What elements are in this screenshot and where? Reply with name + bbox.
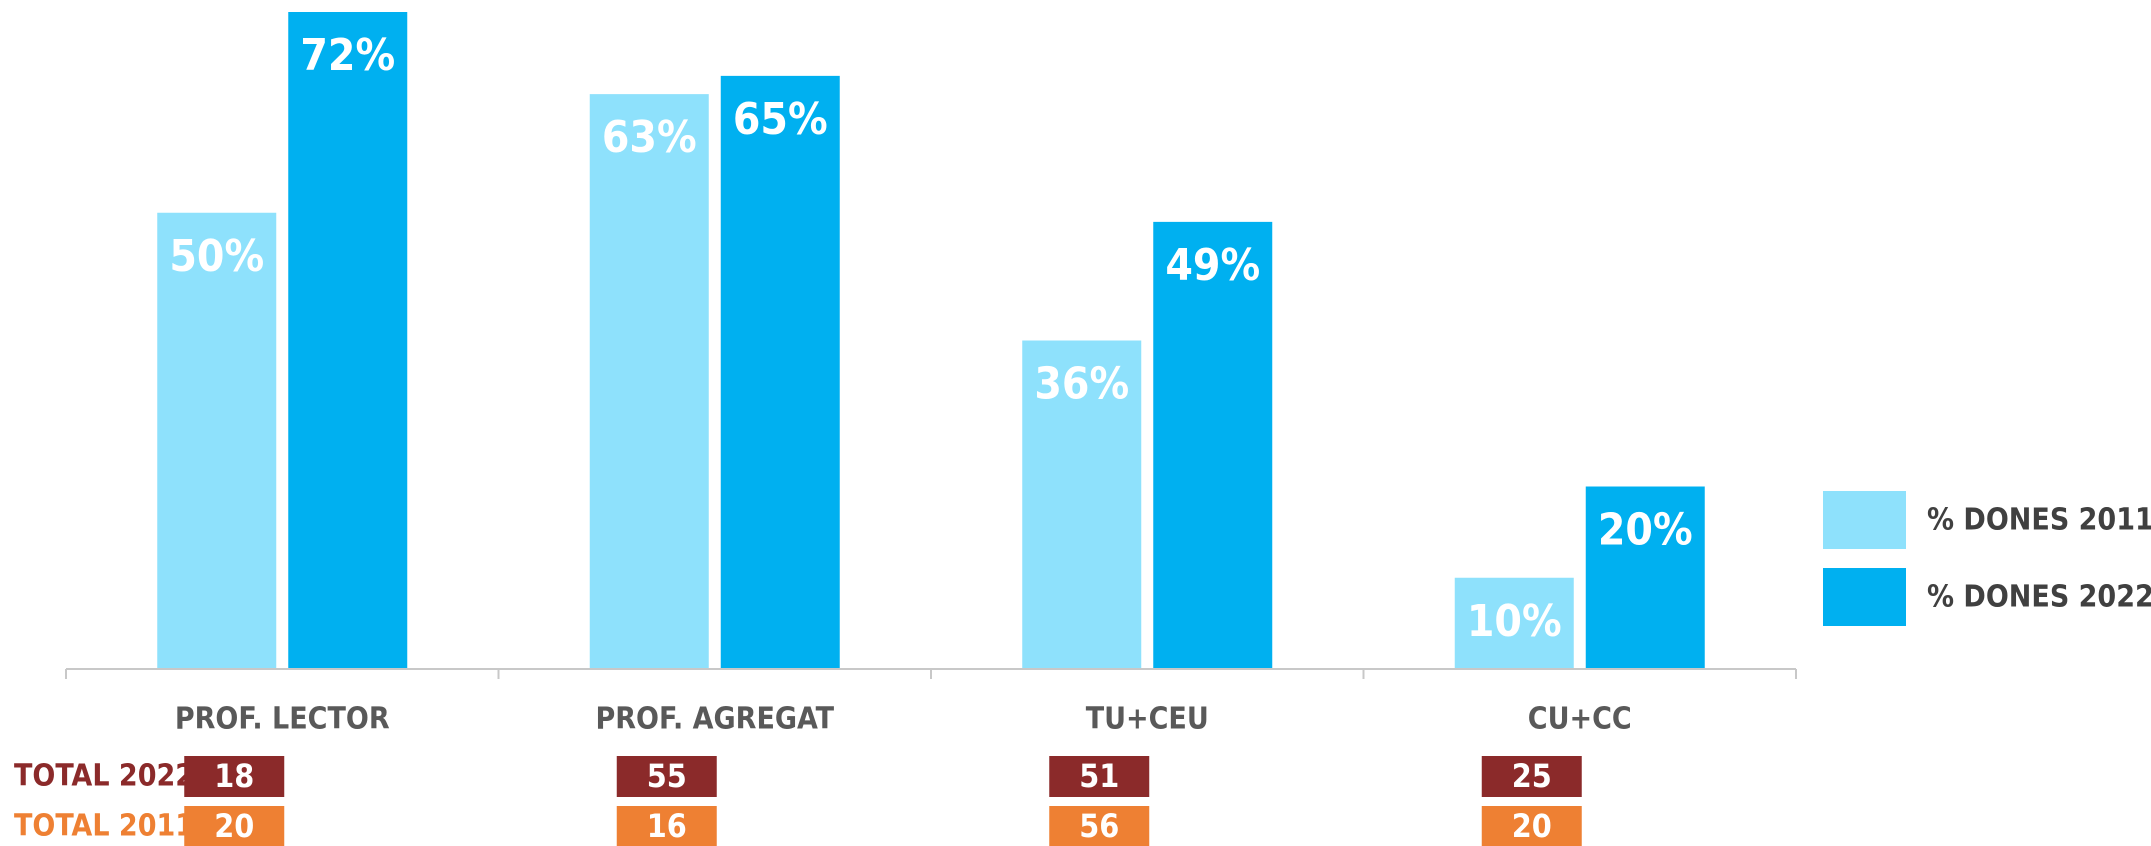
total-box [1049, 756, 1150, 797]
total-value: 56 [1079, 807, 1119, 845]
total-value: 20 [214, 807, 254, 845]
total-value: 18 [214, 757, 254, 795]
total-box [616, 806, 717, 846]
legend-swatch [1823, 491, 1906, 549]
bar [1022, 340, 1142, 669]
total-box [184, 806, 285, 846]
legend-swatch [1823, 568, 1906, 626]
bar [157, 212, 277, 669]
bar [720, 75, 840, 669]
bar [288, 12, 408, 669]
bar [1153, 221, 1273, 669]
total-value: 55 [647, 757, 687, 795]
total-row-label: TOTAL 2022 [14, 759, 194, 794]
total-value: 25 [1512, 757, 1552, 795]
x-tick-label: TU+CEU [1086, 702, 1209, 737]
x-tick-label: PROF. LECTOR [175, 702, 390, 737]
total-box [184, 756, 285, 797]
x-tick-label: CU+CC [1528, 702, 1632, 737]
data-label: 20% [1598, 505, 1693, 556]
total-box [616, 756, 717, 797]
data-label: 65% [733, 94, 828, 145]
total-box [1481, 756, 1582, 797]
bar [1454, 577, 1574, 669]
bar [1585, 486, 1705, 669]
legend-label: % DONES 2022 [1927, 580, 2151, 615]
total-row-label: TOTAL 2011 [14, 809, 194, 844]
bar [589, 94, 709, 669]
total-value: 16 [647, 807, 687, 845]
total-value: 20 [1512, 807, 1552, 845]
total-box [1049, 806, 1150, 846]
data-label: 72% [300, 30, 395, 81]
data-label: 49% [1165, 240, 1260, 291]
x-tick-label: PROF. AGREGAT [595, 702, 834, 737]
data-label: 10% [1467, 596, 1562, 647]
data-label: 50% [169, 231, 264, 282]
total-value: 51 [1079, 757, 1119, 795]
data-label: 36% [1034, 359, 1129, 410]
data-label: 63% [602, 112, 697, 163]
total-box [1481, 806, 1582, 846]
legend-label: % DONES 2011 [1927, 503, 2151, 538]
